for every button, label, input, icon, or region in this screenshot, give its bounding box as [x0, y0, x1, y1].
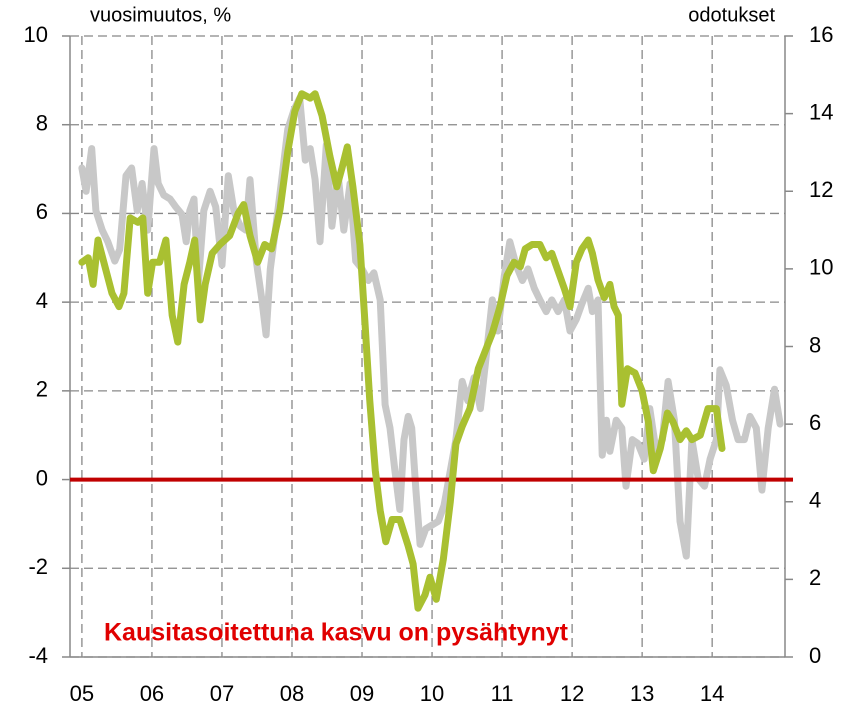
- y-tick-label: -2: [28, 554, 48, 579]
- y2-axis-label: odotukset: [688, 4, 775, 26]
- y2-tick-label: 2: [809, 565, 821, 590]
- y-tick-label: 4: [36, 288, 48, 313]
- y2-tick-label: 0: [809, 643, 821, 668]
- line-series: [78, 94, 784, 560]
- x-tick-label: 09: [350, 681, 374, 706]
- y2-tick-label: 14: [809, 99, 833, 124]
- x-tick-label: 07: [210, 681, 234, 706]
- y-tick-label: -4: [28, 643, 48, 668]
- y-tick-label: 2: [36, 377, 48, 402]
- y-tick-label: 10: [24, 22, 48, 47]
- y2-tick-label: 8: [809, 332, 821, 357]
- x-tick-label: 10: [420, 681, 444, 706]
- y2-tick-label: 6: [809, 410, 821, 435]
- y-axis-label: vuosimuutos, %: [90, 4, 231, 26]
- y2-tick-label: 4: [809, 488, 821, 513]
- y2-tick-label: 12: [809, 177, 833, 202]
- y-tick-label: 0: [36, 465, 48, 490]
- line-series: [78, 90, 726, 612]
- x-tick-label: 14: [700, 681, 724, 706]
- y2-tick-label: 10: [809, 255, 833, 280]
- y2-tick-label: 16: [809, 22, 833, 47]
- x-tick-label: 12: [560, 681, 584, 706]
- annotation: Kausitasoitettuna kasvu on pysähtynyt: [104, 619, 569, 647]
- y-tick-label: 8: [36, 111, 48, 136]
- x-tick-label: 08: [280, 681, 304, 706]
- x-tick-label: 13: [630, 681, 654, 706]
- x-tick-label: 06: [140, 681, 164, 706]
- y-tick-label: 6: [36, 199, 48, 224]
- x-tick-label: 05: [70, 681, 94, 706]
- x-tick-label: 11: [491, 681, 514, 706]
